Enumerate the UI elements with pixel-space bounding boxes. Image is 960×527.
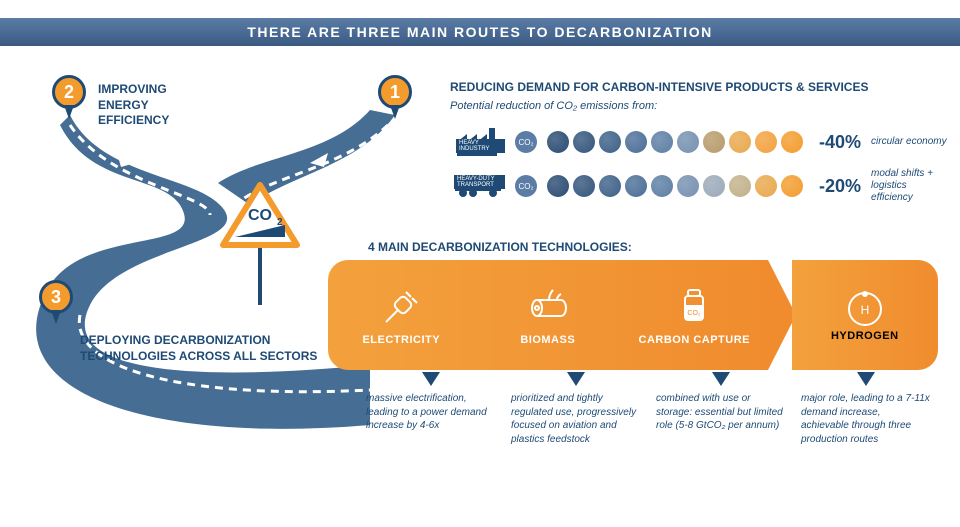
route-pin-3-number: 3	[39, 280, 73, 314]
tech-desc-electricity: massive electrification, leading to a po…	[358, 392, 503, 446]
progress-dot	[729, 175, 751, 197]
tech-hydrogen: H HYDROGEN	[792, 260, 939, 370]
progress-dot	[573, 131, 595, 153]
technologies-descriptions: massive electrification, leading to a po…	[358, 392, 938, 446]
svg-text:2: 2	[277, 217, 283, 228]
progress-dot	[677, 175, 699, 197]
page-title-bar: THERE ARE THREE MAIN ROUTES TO DECARBONI…	[0, 18, 960, 46]
factory-icon: HEAVY INDUSTRY	[450, 125, 505, 159]
svg-text:CO: CO	[248, 207, 272, 224]
progress-dot	[625, 131, 647, 153]
route-3-label: DEPLOYING DECARBONIZATION TECHNOLOGIES A…	[80, 333, 340, 364]
route-2-label: IMPROVING ENERGY EFFICIENCY	[98, 82, 218, 129]
tech-desc-biomass: prioritized and tightly regulated use, p…	[503, 392, 648, 446]
tech-biomass: BIOMASS	[475, 260, 622, 370]
progress-dot	[651, 131, 673, 153]
route-pin-1-number: 1	[378, 75, 412, 109]
route-pin-2-number: 2	[52, 75, 86, 109]
progress-dot	[599, 175, 621, 197]
pct-desc-transport: modal shifts + logistics efficiency	[871, 168, 951, 204]
tech-biomass-label: BIOMASS	[520, 334, 575, 346]
progress-dot	[547, 175, 569, 197]
progress-dot	[547, 131, 569, 153]
route-pin-3: 3	[39, 280, 73, 326]
progress-dot	[573, 175, 595, 197]
down-arrow-icon	[712, 372, 730, 386]
demand-reduction-section: HEAVY INDUSTRY CO₂ -40% circular economy…	[450, 125, 951, 213]
route-pin-2: 2	[52, 75, 86, 121]
route-pin-1: 1	[378, 75, 412, 121]
svg-text:CO₂: CO₂	[688, 310, 702, 317]
demand-row-industry: HEAVY INDUSTRY CO₂ -40% circular economy	[450, 125, 951, 159]
dots-industry	[547, 131, 803, 153]
technologies-header: 4 MAIN DECARBONIZATION TECHNOLOGIES:	[368, 240, 632, 254]
tech-electricity: ELECTRICITY	[328, 260, 475, 370]
pct-industry: -40%	[819, 132, 861, 153]
progress-dot	[781, 131, 803, 153]
tech-carbon-capture: CO₂ CARBON CAPTURE	[621, 260, 768, 370]
progress-dot	[677, 131, 699, 153]
tech-carbon-capture-label: CARBON CAPTURE	[639, 334, 751, 346]
page-title: THERE ARE THREE MAIN ROUTES TO DECARBONI…	[247, 24, 712, 40]
tech-desc-hydrogen: major role, leading to a 7-11x demand in…	[793, 392, 938, 446]
pct-transport: -20%	[819, 176, 861, 197]
sector-tag-industry: HEAVY INDUSTRY	[456, 139, 505, 153]
log-icon	[527, 284, 569, 326]
jar-icon: CO₂	[673, 284, 715, 326]
progress-dot	[781, 175, 803, 197]
route-1-subtitle: Potential reduction of CO₂ emissions fro…	[450, 100, 657, 112]
progress-dot	[703, 131, 725, 153]
svg-text:H: H	[860, 303, 869, 317]
progress-dot	[755, 175, 777, 197]
route-1-label: REDUCING DEMAND FOR CARBON-INTENSIVE PRO…	[450, 80, 868, 96]
tech-main-group: ELECTRICITY BIOMASS CO₂	[328, 260, 768, 370]
progress-dot	[703, 175, 725, 197]
technologies-band: ELECTRICITY BIOMASS CO₂	[328, 260, 938, 370]
down-arrow-icon	[857, 372, 875, 386]
tech-hydrogen-label: HYDROGEN	[831, 330, 899, 342]
down-arrow-icon	[567, 372, 585, 386]
progress-dot	[755, 131, 777, 153]
co2-badge-icon: CO₂	[515, 175, 537, 197]
progress-dot	[651, 175, 673, 197]
demand-row-transport: HEAVY-DUTY TRANSPORT CO₂ -20% modal shif…	[450, 169, 951, 203]
dots-transport	[547, 175, 803, 197]
plug-icon	[380, 284, 422, 326]
progress-dot	[599, 131, 621, 153]
tech-desc-carbon-capture: combined with use or storage: essential …	[648, 392, 793, 446]
down-arrow-icon	[422, 372, 440, 386]
progress-dot	[625, 175, 647, 197]
truck-icon: HEAVY-DUTY TRANSPORT	[450, 169, 505, 203]
tech-electricity-label: ELECTRICITY	[362, 334, 440, 346]
co2-badge-icon: CO₂	[515, 131, 537, 153]
hydrogen-icon: H	[844, 288, 886, 330]
sector-tag-transport: HEAVY-DUTY TRANSPORT	[454, 175, 505, 189]
progress-dot	[729, 131, 751, 153]
pct-desc-industry: circular economy	[871, 136, 951, 148]
